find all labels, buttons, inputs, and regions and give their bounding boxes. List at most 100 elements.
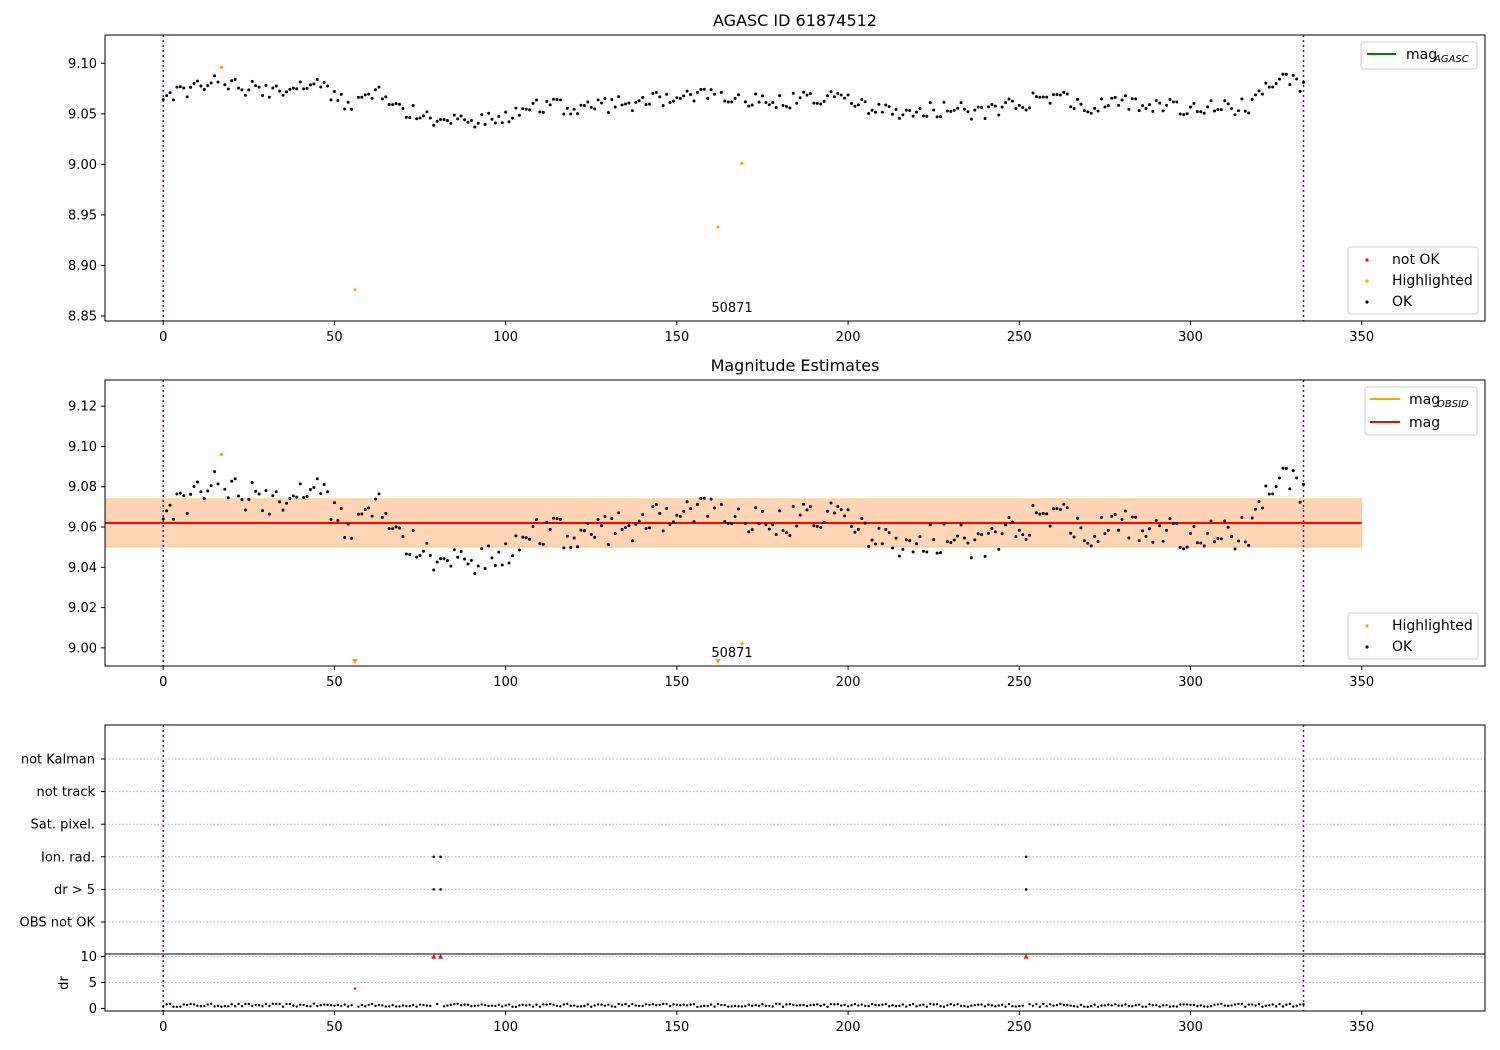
dr-point	[511, 1005, 514, 1008]
dr-point	[942, 1005, 946, 1009]
dr-point	[233, 1005, 237, 1008]
ok-point	[278, 500, 282, 504]
ok-point	[1206, 105, 1210, 109]
ok-point	[678, 96, 682, 100]
dr-point	[826, 1005, 829, 1008]
ok-point	[171, 517, 175, 521]
ok-point	[1260, 92, 1264, 96]
ok-point	[1031, 504, 1035, 508]
ok-point	[202, 87, 206, 91]
dr-point	[675, 1003, 679, 1006]
ok-point	[1278, 476, 1282, 480]
dr-point	[271, 1002, 274, 1006]
ok-point	[692, 520, 696, 524]
dr-point	[521, 1003, 524, 1007]
ok-point	[1182, 113, 1186, 117]
dr-point	[542, 1003, 545, 1006]
ok-point	[1000, 532, 1004, 536]
ok-point	[305, 86, 309, 90]
ok-point	[1302, 482, 1306, 486]
ok-point	[867, 111, 871, 115]
ok-point	[829, 90, 833, 94]
ok-point	[343, 536, 347, 540]
dr-point	[1066, 1003, 1069, 1007]
x-tick-label: 100	[493, 1020, 518, 1035]
ok-point	[1165, 528, 1169, 532]
x-tick-label: 50	[326, 1020, 343, 1035]
dr-point	[970, 1004, 973, 1007]
ok-point	[730, 521, 734, 525]
dr-point	[524, 1004, 528, 1007]
ok-point	[1206, 531, 1210, 535]
dr-point	[1257, 1002, 1261, 1006]
ok-point	[630, 539, 634, 543]
dr-point	[261, 1005, 264, 1008]
ok-point	[641, 513, 645, 517]
ok-point	[380, 97, 384, 101]
ok-point	[702, 496, 706, 500]
dr-point	[990, 1004, 994, 1007]
dr-point	[501, 1005, 504, 1008]
dr-point	[473, 1004, 477, 1008]
ok-point	[168, 91, 172, 95]
dr-point	[850, 1003, 853, 1007]
dr-point	[977, 1003, 980, 1006]
ok-point	[925, 550, 929, 554]
dr-point	[562, 1003, 566, 1006]
ok-point	[534, 98, 538, 102]
ok-point	[500, 121, 504, 125]
ok-point	[997, 547, 1001, 551]
agasc-axes-frame	[104, 34, 1486, 322]
ok-point	[524, 536, 528, 540]
ok-point	[966, 110, 970, 114]
ok-point	[1247, 111, 1251, 115]
ok-point	[1219, 537, 1223, 541]
legend-marker-highlighted-2	[1365, 624, 1369, 628]
dr-point	[792, 1003, 795, 1007]
ok-point	[976, 532, 980, 536]
y-tick-label: 9.00	[68, 158, 97, 173]
dr-point	[1141, 1005, 1144, 1008]
legend-label-mag: mag	[1406, 47, 1437, 63]
ok-point	[1106, 529, 1110, 533]
ok-point	[709, 497, 713, 501]
highlighted-point	[353, 288, 357, 292]
dr-point	[980, 1003, 983, 1006]
ok-point	[1048, 524, 1052, 528]
dr-point	[576, 1005, 579, 1008]
ok-point	[932, 108, 936, 112]
dr-point	[257, 1004, 261, 1007]
ok-point	[884, 527, 888, 531]
ok-point	[250, 481, 254, 485]
legend-label-mag-obsid: mag	[1409, 392, 1440, 408]
ok-point	[1240, 97, 1244, 101]
dr-point	[1079, 1003, 1083, 1007]
ok-point	[623, 526, 627, 530]
ok-point	[695, 90, 699, 94]
dr-point	[398, 1005, 401, 1008]
ok-point	[1254, 93, 1258, 97]
ok-point	[959, 523, 963, 527]
dr-point	[411, 1003, 415, 1007]
ok-point	[908, 539, 912, 543]
dr-point	[1120, 1004, 1124, 1007]
ok-point	[216, 80, 220, 84]
ok-point	[199, 490, 203, 494]
ok-point	[980, 106, 984, 110]
dr-point	[213, 1005, 216, 1008]
ok-point	[589, 532, 593, 536]
ok-point	[261, 93, 265, 97]
ok-point	[165, 94, 169, 98]
ok-point	[199, 84, 203, 88]
ok-point	[928, 101, 932, 105]
ok-point	[305, 494, 309, 498]
y-tick-label: 8.95	[68, 208, 97, 223]
ok-point	[185, 95, 189, 99]
ok-point	[1236, 539, 1240, 543]
dr-point	[507, 1003, 511, 1006]
dr-point	[408, 1004, 411, 1008]
dr-point	[459, 1004, 463, 1007]
ok-point	[1281, 72, 1285, 76]
flag-row-label: not Kalman	[21, 753, 95, 768]
legend-status-2: Highlighted OK	[1347, 612, 1479, 660]
